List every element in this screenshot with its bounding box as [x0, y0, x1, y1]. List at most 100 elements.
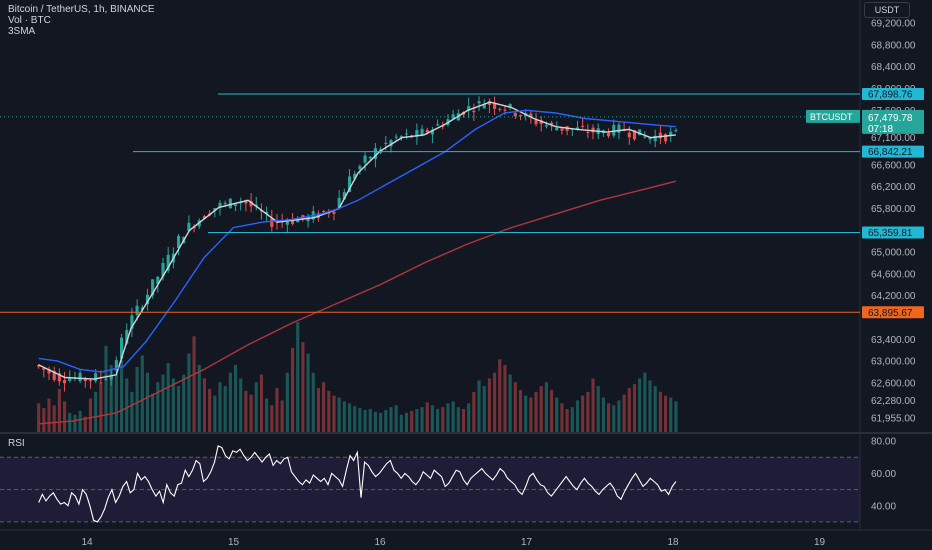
volume-bar — [607, 403, 611, 432]
volume-bar — [145, 372, 150, 432]
candle-body — [42, 367, 46, 370]
volume-bar — [456, 407, 460, 432]
candle-body — [285, 221, 289, 225]
volume-bar — [529, 397, 533, 432]
candle-body — [88, 380, 93, 382]
volume-bar — [37, 403, 41, 432]
volume-bar — [425, 402, 429, 432]
level-price-tag — [862, 306, 924, 319]
sma-fast-line[interactable] — [38, 101, 676, 380]
price-tick-label: 68,400.00 — [871, 62, 916, 73]
volume-bar — [353, 406, 357, 432]
candle-body — [156, 276, 160, 285]
candle-body — [389, 140, 393, 147]
volume-bar — [197, 365, 201, 432]
candle-body — [591, 127, 595, 133]
volume-bar — [555, 397, 559, 432]
volume-bar — [648, 380, 652, 432]
candle-body — [477, 101, 481, 104]
volume-bar — [114, 374, 118, 432]
candle-body — [513, 112, 517, 117]
level-price-tag — [862, 145, 924, 158]
level-price-tag — [862, 88, 924, 101]
volume-bar — [399, 414, 403, 432]
candle-body — [52, 370, 56, 380]
rsi-tick-label: 40.00 — [871, 501, 896, 512]
volume-bar — [436, 409, 440, 432]
candle-body — [627, 132, 631, 138]
candle-body — [213, 208, 217, 211]
candle-body — [78, 372, 82, 382]
candle-body — [482, 104, 486, 109]
candle-body — [394, 136, 398, 138]
candle-body — [337, 197, 341, 209]
volume-bar — [658, 391, 662, 432]
price-tick-label: 63,400.00 — [871, 335, 916, 346]
volume-bar — [472, 391, 476, 432]
volume-bar — [306, 353, 310, 432]
volume-legend[interactable]: Vol · BTC — [8, 15, 51, 26]
volume-bar — [265, 398, 269, 432]
candle-body — [653, 135, 657, 142]
candle-body — [586, 132, 590, 134]
price-tick-label: 61,955.00 — [871, 414, 916, 425]
candle-body — [658, 132, 662, 139]
volume-bar — [130, 391, 134, 432]
volume-bar — [57, 388, 61, 432]
sma-legend[interactable]: 3SMA — [8, 26, 36, 37]
rsi-line[interactable] — [38, 445, 677, 523]
volume-bar — [239, 378, 243, 432]
volume-bar — [337, 397, 341, 432]
candle-body — [270, 218, 274, 227]
candle-body — [560, 128, 564, 131]
sma-slow-line[interactable] — [38, 180, 677, 425]
volume-bar — [99, 382, 103, 432]
candle-body — [68, 378, 72, 381]
candle-body — [451, 114, 455, 119]
candle-body — [119, 337, 124, 359]
volume-bar — [575, 400, 580, 432]
candle-body — [109, 375, 113, 380]
candle-body — [612, 124, 616, 136]
volume-bar — [249, 394, 253, 432]
volume-bar — [285, 372, 289, 432]
volume-bar — [182, 374, 186, 432]
volume-bar — [161, 374, 165, 432]
volume-bar — [581, 395, 585, 432]
candle-body — [202, 216, 207, 219]
volume-bar — [467, 403, 471, 432]
candle-body — [643, 136, 647, 138]
sma-mid-line[interactable] — [38, 109, 676, 373]
volume-bar — [539, 386, 543, 432]
volume-bar — [368, 409, 372, 432]
candle-body — [539, 120, 543, 124]
volume-bar — [586, 391, 590, 432]
candle-body — [555, 127, 559, 131]
volume-bar — [109, 365, 113, 432]
symbol-title: Bitcoin / TetherUS, 1h, BINANCE — [8, 4, 155, 15]
candle-body — [529, 113, 533, 118]
volume-bar — [296, 322, 300, 432]
candle-body — [228, 198, 232, 209]
candle-body — [638, 129, 642, 136]
price-tick-label: 62,280.00 — [871, 396, 916, 407]
rsi-legend[interactable]: RSI — [8, 438, 25, 449]
candle-body — [669, 131, 673, 136]
candle-body — [265, 212, 269, 214]
candle-body — [161, 262, 165, 277]
volume-bar — [601, 397, 605, 432]
candle-body — [353, 173, 357, 179]
candle-body — [420, 128, 424, 136]
currency-button[interactable]: USDT — [864, 2, 910, 18]
candle-body — [94, 373, 98, 382]
volume-bar — [68, 412, 72, 432]
volume-bar — [632, 384, 637, 432]
price-tick-label: 66,600.00 — [871, 160, 916, 171]
volume-bar — [280, 400, 284, 432]
candle-body — [187, 222, 191, 232]
volume-bar — [83, 416, 87, 432]
candle-body — [518, 115, 523, 117]
candle-body — [544, 125, 548, 127]
candle-body — [130, 315, 134, 329]
